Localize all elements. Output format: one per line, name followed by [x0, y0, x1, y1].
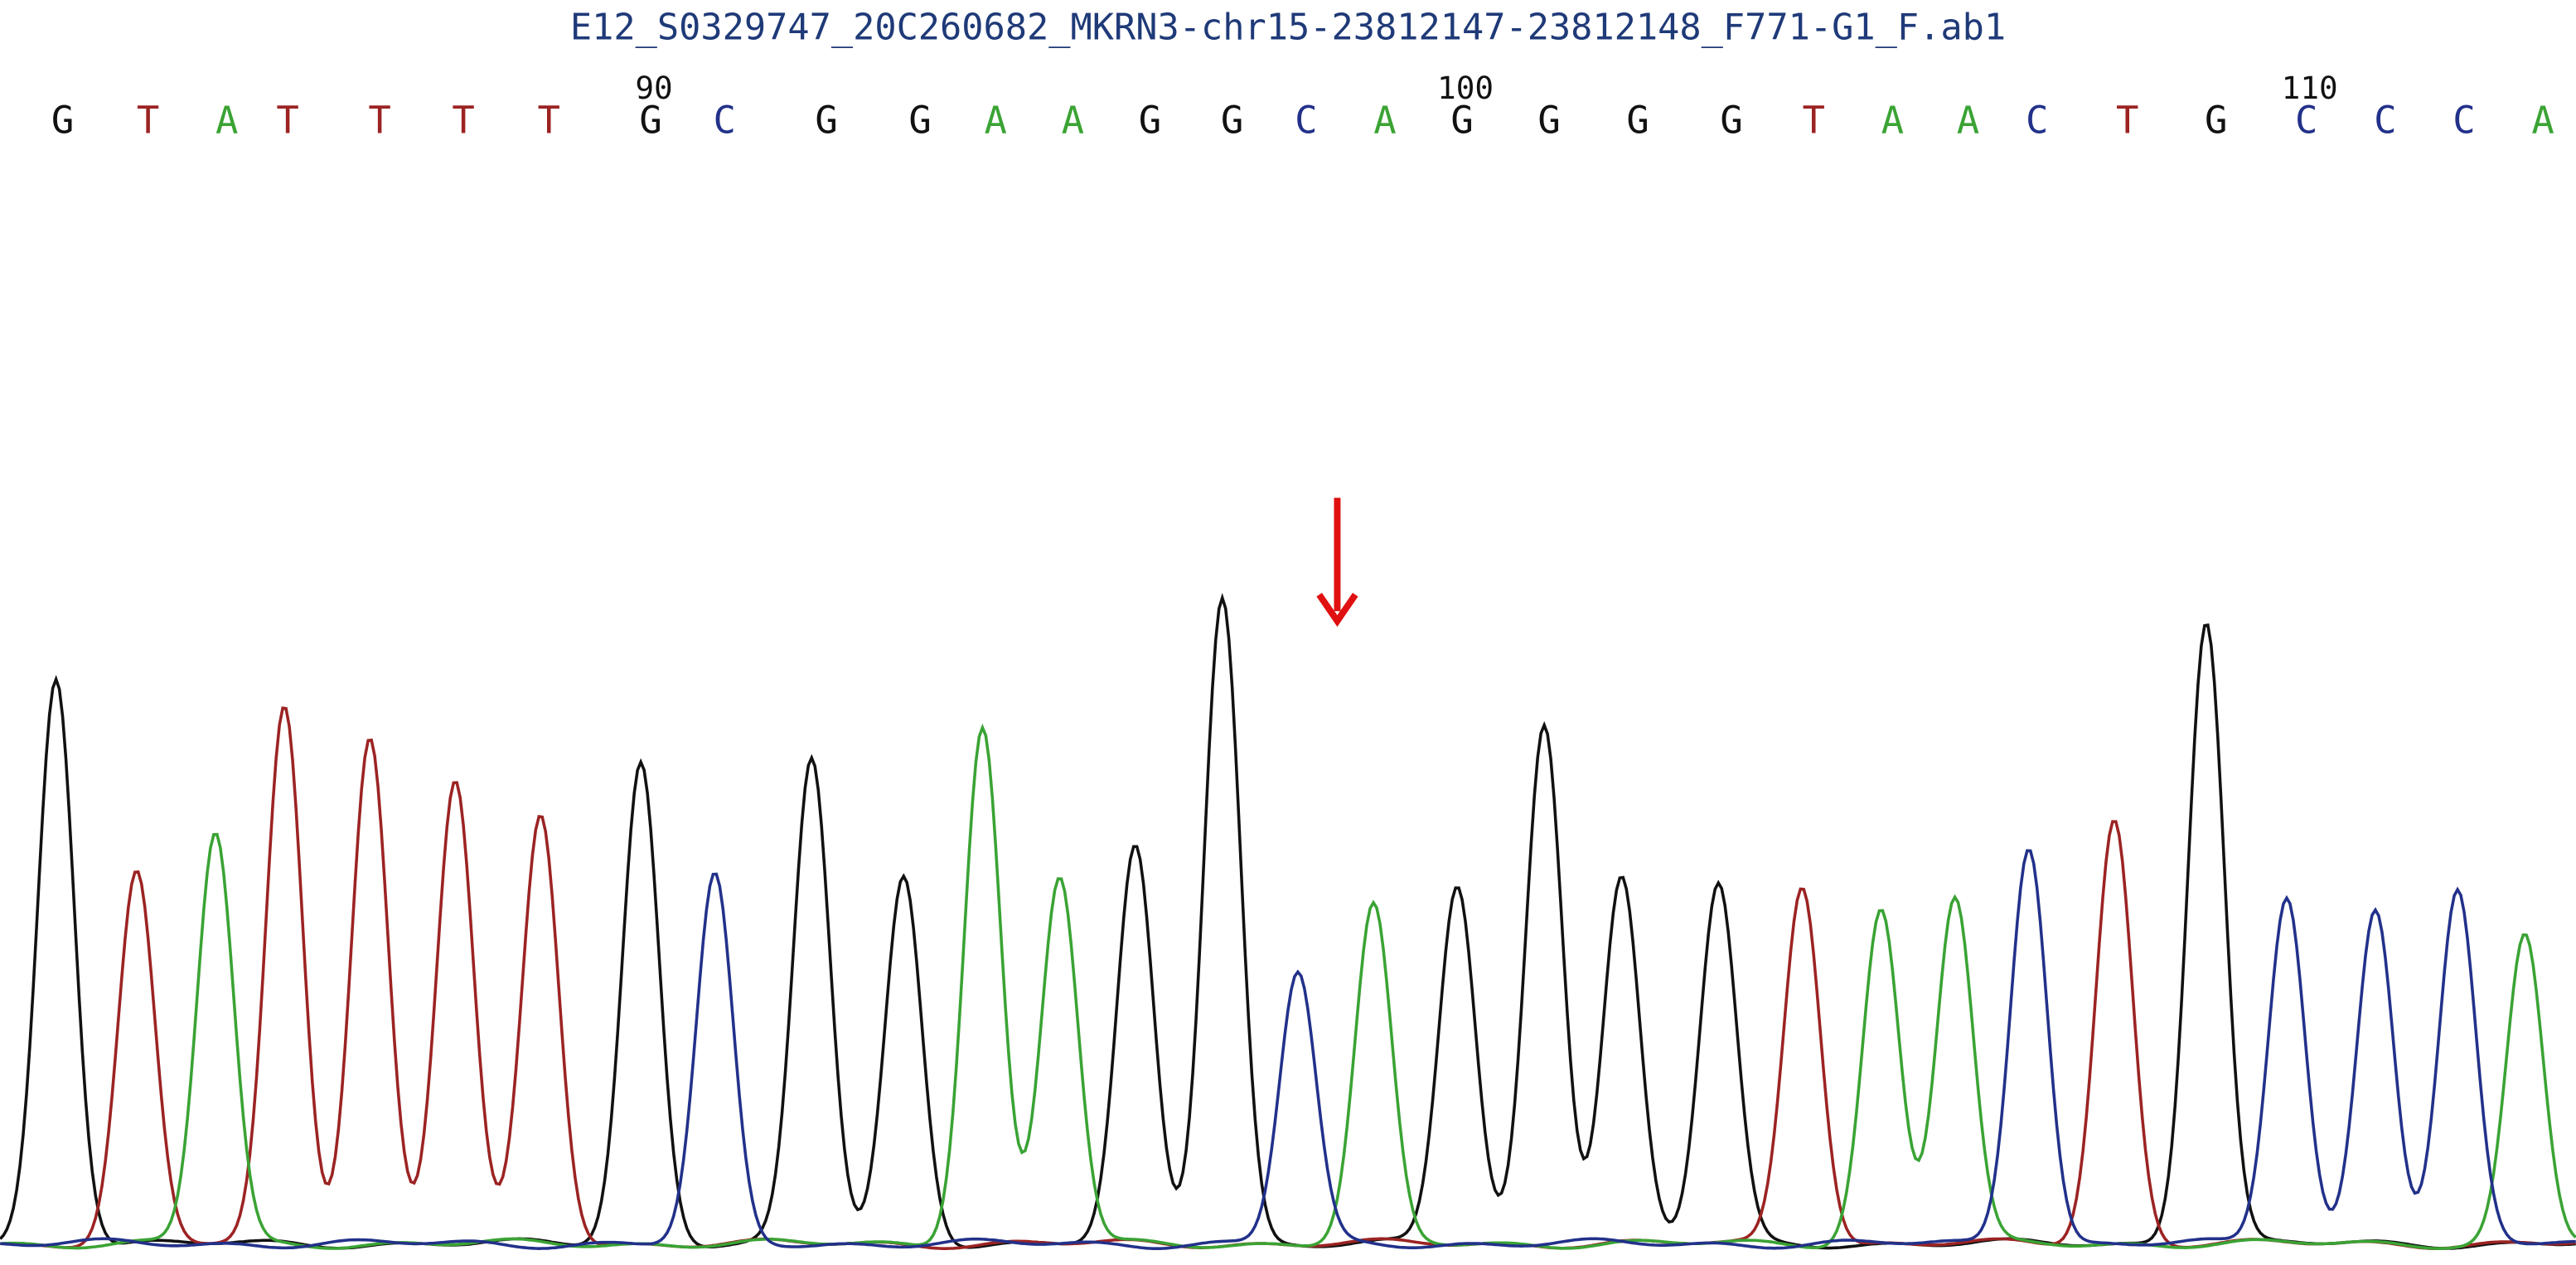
base-letter: T	[137, 99, 159, 143]
base-letter: G	[1537, 99, 1560, 143]
base-letter: G	[1139, 99, 1161, 143]
position-label: 100	[1437, 70, 1494, 106]
base-letter: T	[276, 99, 298, 143]
base-letter: A	[1881, 99, 1904, 143]
base-letter: G	[2205, 99, 2227, 143]
base-letter: G	[815, 99, 837, 143]
traces	[0, 593, 2576, 1250]
base-calls: G T A T T T T G C G G A A G G C A G G G G T A A C T G C C C A90 100 110	[51, 70, 2554, 143]
base-letter: T	[452, 99, 474, 143]
base-letter: C	[2295, 99, 2317, 143]
base-letter: C	[2453, 99, 2475, 143]
base-letter: A	[1062, 99, 1084, 143]
base-letter: T	[1802, 99, 1824, 143]
base-letter: G	[1626, 99, 1649, 143]
base-letter: C	[714, 99, 736, 143]
base-letter: T	[368, 99, 390, 143]
trace-A	[0, 723, 2576, 1250]
base-letter: A	[215, 99, 238, 143]
base-letter: T	[537, 99, 559, 143]
position-label: 110	[2282, 70, 2338, 106]
base-letter: A	[1957, 99, 1979, 143]
base-letter: C	[2026, 99, 2048, 143]
trace-T	[0, 706, 2576, 1250]
file-title: E12_S0329747_20C260682_MKRN3-chr15-23812…	[570, 7, 2006, 49]
arrow	[1316, 497, 1358, 628]
base-letter: A	[985, 99, 1007, 143]
base-letter: A	[2531, 99, 2554, 143]
base-letter: C	[2374, 99, 2396, 143]
base-letter: T	[2116, 99, 2138, 143]
base-letter: G	[1221, 99, 1243, 143]
trace-C	[0, 849, 2576, 1250]
base-letter: G	[51, 99, 74, 143]
base-letter: G	[639, 99, 661, 143]
base-letter: G	[1450, 99, 1473, 143]
base-letter: G	[908, 99, 931, 143]
base-letter: G	[1720, 99, 1742, 143]
base-letter: A	[1373, 99, 1396, 143]
base-letter: C	[1295, 99, 1317, 143]
position-label: 90	[635, 70, 672, 106]
